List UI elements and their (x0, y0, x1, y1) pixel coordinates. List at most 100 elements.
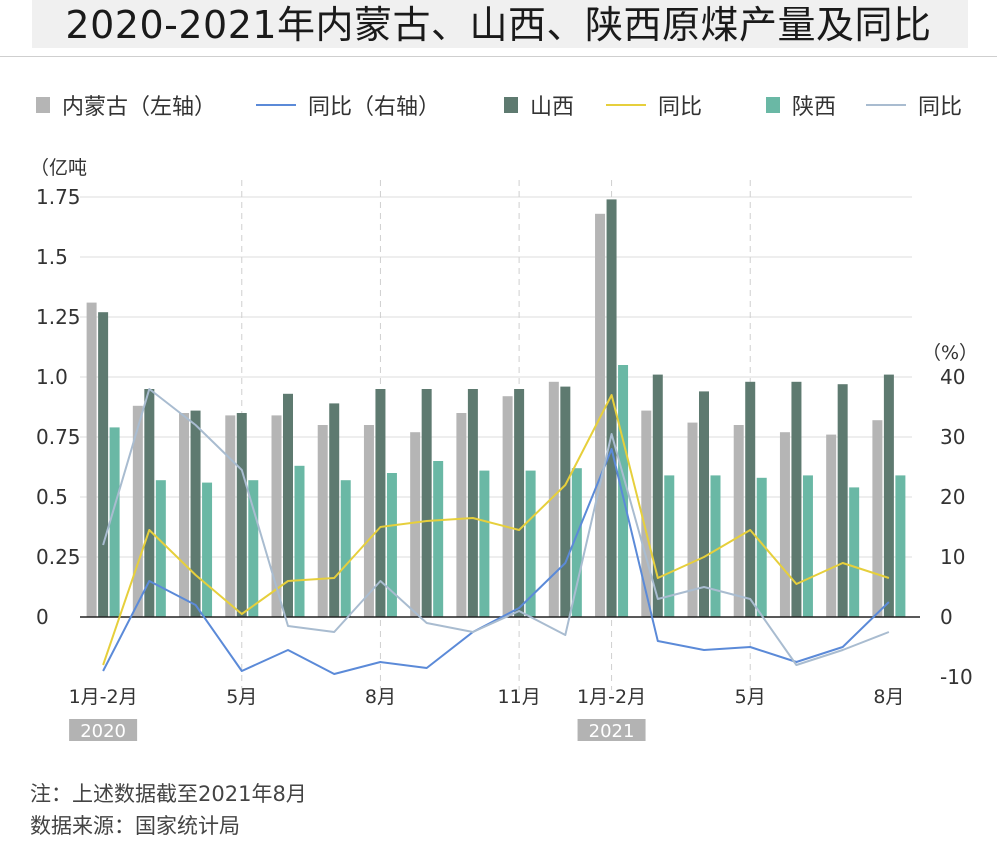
chart-title: 2020-2021年内蒙古、山西、陕西原煤产量及同比 (65, 3, 932, 47)
coal-output-chart: 0 0.25 0.5 0.75 1.0 1.25 1.5 1.75 （亿吨 -10 0 10 20 30 4… (30, 157, 978, 742)
legend-item-neimenggu: 内蒙古（左轴） (36, 88, 216, 122)
left-tick-label: 1.5 (36, 245, 68, 269)
legend-swatch-yoy-neimenggu (256, 104, 296, 106)
bar-shanxi (606, 199, 617, 617)
bar-shanxi (329, 403, 340, 617)
right-tick-label: 10 (940, 545, 965, 569)
bar-shanxi (791, 381, 802, 617)
x-tick-label: 8月 (365, 686, 396, 708)
bar-shaanxi (248, 480, 259, 617)
bar-shaanxi (340, 480, 351, 617)
x-tick-label: 5月 (735, 686, 766, 708)
bar-shaanxi (479, 470, 490, 617)
legend-swatch-yoy-shaanxi (866, 104, 906, 106)
line-yoy_shaanxi (102, 388, 890, 666)
bar-neimenggu (410, 432, 421, 617)
line-yoy_neimenggu (102, 448, 890, 675)
bar-neimenggu (502, 396, 513, 617)
bar-shaanxi (895, 475, 906, 617)
bar-shaanxi (386, 473, 397, 617)
bar-shanxi (283, 393, 293, 617)
legend-item-yoy-neimenggu: 同比（右轴） (256, 88, 440, 122)
legend-label-neimenggu: 内蒙古（左轴） (62, 95, 217, 120)
legend-label-yoy-shanxi: 同比 (658, 95, 703, 120)
bar-shanxi (745, 381, 756, 617)
bar-shaanxi (618, 365, 629, 617)
x-tick-label: 5月 (226, 686, 257, 708)
bar-shanxi (837, 384, 848, 617)
bar-shaanxi (294, 465, 305, 617)
bar-shaanxi (109, 427, 120, 617)
bar-shanxi (883, 374, 894, 617)
year-label: 2021 (589, 721, 635, 742)
x-tick-label: 8月 (873, 686, 904, 708)
bar-shaanxi (525, 470, 536, 617)
bar-shaanxi (802, 475, 813, 617)
bar-neimenggu (225, 415, 236, 617)
title-divider (0, 56, 997, 57)
legend-swatch-yoy-shanxi (606, 104, 646, 106)
left-tick-label: 0.25 (36, 545, 81, 569)
bar-shanxi (144, 389, 155, 617)
bar-shanxi (467, 389, 478, 617)
bar-neimenggu (548, 381, 559, 617)
left-tick-label: 1.25 (36, 305, 81, 329)
x-tick-label: 1月-2月 (69, 686, 138, 708)
legend-label-shaanxi: 陕西 (792, 95, 837, 120)
legend-swatch-neimenggu (36, 97, 50, 113)
data-source: 数据来源：国家统计局 (30, 814, 240, 838)
bar-neimenggu (641, 410, 652, 617)
legend-swatch-shaanxi (766, 97, 780, 113)
legend: 内蒙古（左轴） 同比（右轴） 山西 同比 陕西 同比 (36, 88, 986, 122)
bar-shaanxi (710, 475, 721, 617)
bar-neimenggu (733, 425, 744, 617)
bar-neimenggu (687, 422, 698, 617)
line-yoy_shanxi (102, 394, 890, 666)
bar-neimenggu (363, 425, 374, 617)
legend-label-shanxi: 山西 (530, 95, 575, 120)
bar-neimenggu (317, 425, 328, 617)
bar-shanxi (560, 386, 571, 617)
bar-shanxi (375, 389, 386, 617)
legend-item-yoy-shaanxi: 同比 (866, 88, 962, 122)
bar-neimenggu (872, 420, 883, 617)
bar-neimenggu (456, 413, 467, 617)
legend-item-shaanxi: 陕西 (766, 88, 836, 122)
bar-neimenggu (86, 302, 97, 617)
title-background (32, 0, 968, 48)
left-axis-unit: （亿吨 (30, 157, 87, 179)
bar-shanxi (514, 389, 525, 617)
legend-item-yoy-shanxi: 同比 (606, 88, 702, 122)
legend-item-shanxi: 山西 (504, 88, 574, 122)
left-tick-label: 0.75 (36, 425, 81, 449)
right-tick-label: 20 (940, 485, 965, 509)
x-tick-label: 1月-2月 (577, 686, 646, 708)
left-tick-label: 0 (36, 605, 49, 629)
legend-label-yoy-neimenggu: 同比（右轴） (308, 95, 441, 120)
notes: 注：上述数据截至2021年8月 数据来源：国家统计局 (30, 778, 307, 842)
bar-neimenggu (826, 434, 837, 617)
bar-shaanxi (664, 475, 675, 617)
bar-shanxi (421, 389, 432, 617)
right-tick-label: 0 (940, 605, 953, 629)
right-tick-label: -10 (940, 665, 973, 689)
bar-shanxi (699, 391, 709, 617)
bar-shaanxi (849, 487, 860, 617)
bar-shanxi (652, 374, 663, 617)
bar-shanxi (190, 410, 201, 617)
bar-neimenggu (779, 432, 790, 617)
bar-shaanxi (202, 482, 213, 617)
right-tick-label: 30 (940, 425, 965, 449)
right-tick-label: 40 (940, 365, 965, 389)
left-tick-label: 0.5 (36, 485, 68, 509)
bar-shanxi (236, 413, 247, 617)
bar-neimenggu (271, 415, 282, 617)
year-label: 2020 (80, 721, 126, 742)
bar-shaanxi (571, 468, 582, 617)
bar-neimenggu (132, 405, 143, 617)
year-badge (69, 719, 138, 741)
right-axis-unit: （%） (922, 342, 978, 364)
left-tick-label: 1.0 (36, 365, 68, 389)
year-badge (577, 719, 646, 741)
bar-shaanxi (756, 477, 767, 617)
